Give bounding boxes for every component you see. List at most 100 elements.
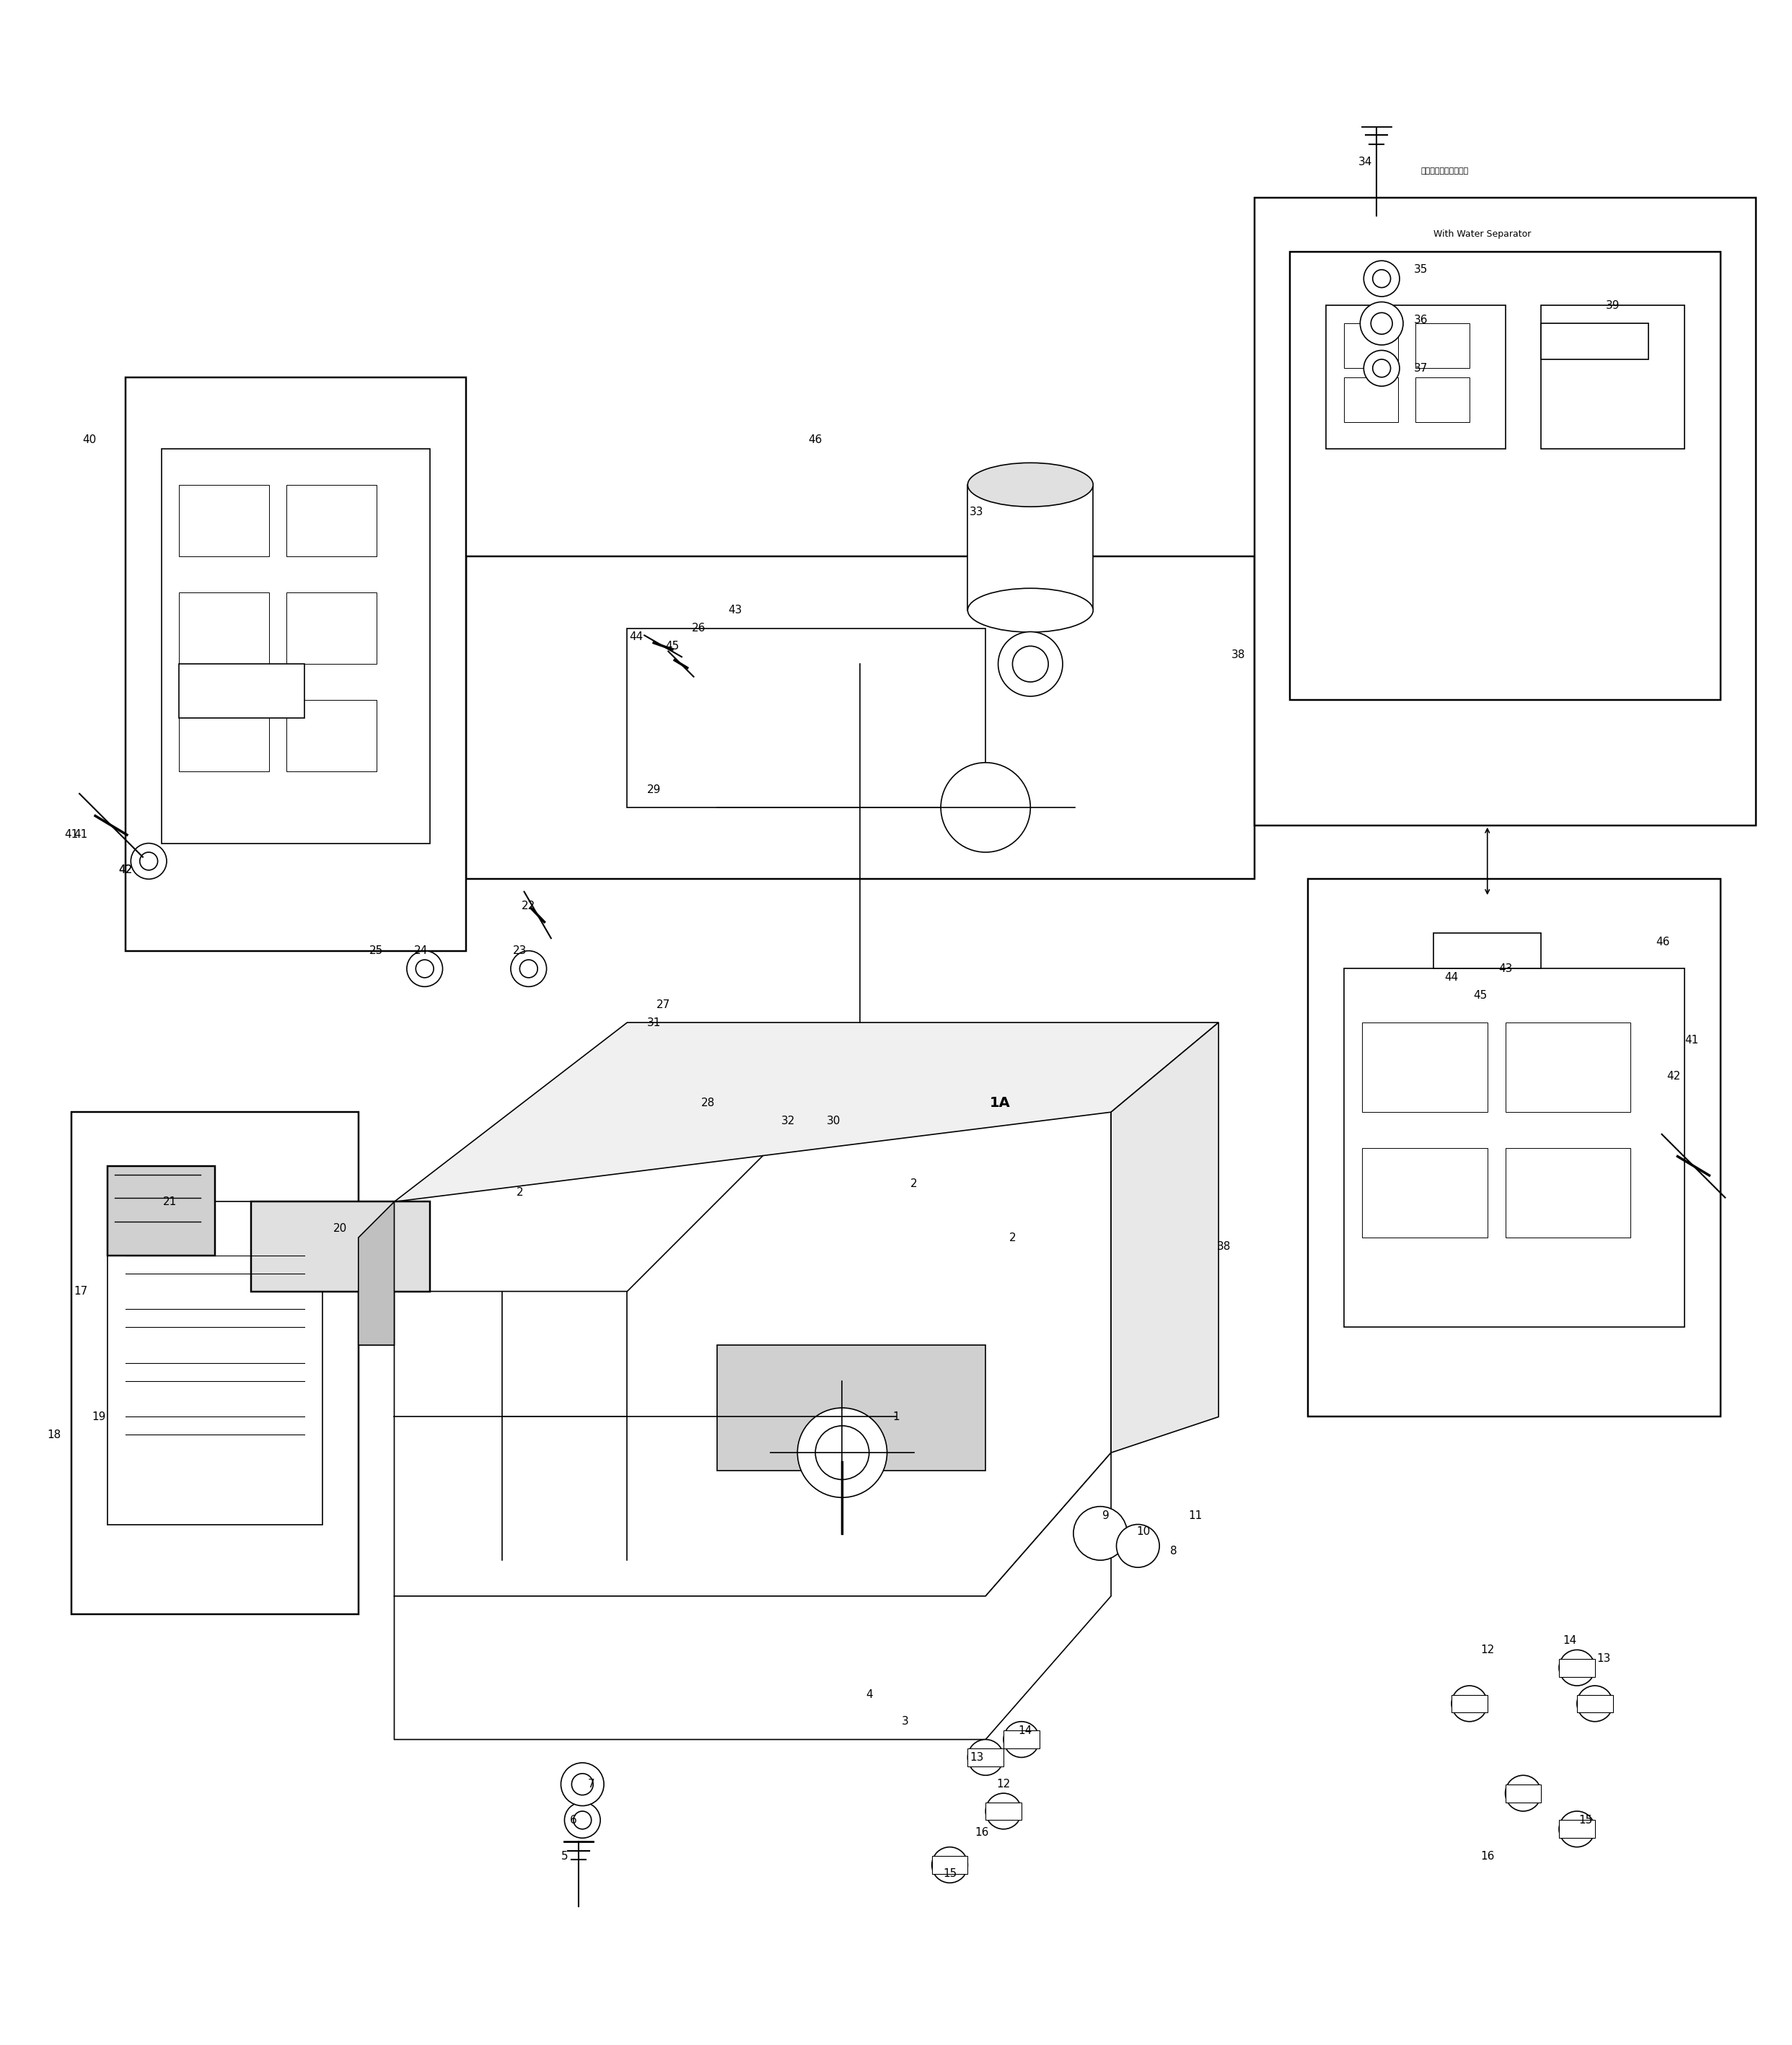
Text: 21: 21 — [163, 1196, 177, 1207]
Text: 4: 4 — [866, 1689, 873, 1699]
Polygon shape — [1308, 879, 1720, 1417]
Circle shape — [416, 959, 434, 978]
Polygon shape — [1290, 252, 1720, 699]
Bar — [1004, 1730, 1039, 1748]
Text: 12: 12 — [1480, 1644, 1495, 1654]
Text: 40: 40 — [82, 434, 97, 446]
Bar — [1505, 1022, 1631, 1112]
Text: 42: 42 — [1667, 1072, 1681, 1082]
Circle shape — [1559, 1812, 1595, 1847]
Bar — [1434, 933, 1541, 969]
Bar — [1416, 376, 1469, 421]
Bar — [1541, 305, 1684, 450]
Text: 33: 33 — [969, 507, 984, 517]
Text: 10: 10 — [1136, 1526, 1150, 1538]
Text: 13: 13 — [969, 1753, 984, 1763]
Text: 16: 16 — [1480, 1851, 1495, 1861]
Text: 44: 44 — [1444, 971, 1459, 984]
Text: 16: 16 — [975, 1828, 989, 1838]
Text: 39: 39 — [1606, 301, 1620, 311]
Bar — [1416, 323, 1469, 368]
Bar — [1254, 198, 1756, 826]
Text: 15: 15 — [1579, 1814, 1593, 1826]
Circle shape — [511, 951, 547, 986]
Circle shape — [1116, 1524, 1159, 1566]
Polygon shape — [1111, 1022, 1219, 1452]
Text: 22: 22 — [521, 900, 536, 912]
Circle shape — [572, 1773, 593, 1796]
Circle shape — [564, 1802, 600, 1838]
Circle shape — [986, 1793, 1021, 1828]
Circle shape — [131, 843, 167, 879]
Text: 31: 31 — [647, 1016, 661, 1029]
Circle shape — [815, 1425, 869, 1481]
Circle shape — [1364, 260, 1400, 297]
Circle shape — [1577, 1685, 1613, 1722]
Bar — [108, 1202, 323, 1524]
Bar — [179, 665, 305, 718]
Bar — [251, 1202, 430, 1290]
Circle shape — [1004, 1722, 1039, 1757]
Text: 42: 42 — [118, 865, 133, 875]
Text: 41: 41 — [1684, 1035, 1699, 1045]
Bar — [108, 1166, 215, 1256]
Text: 2: 2 — [910, 1178, 918, 1190]
Bar — [1344, 969, 1684, 1327]
Text: 37: 37 — [1414, 362, 1428, 374]
Text: 5: 5 — [561, 1851, 568, 1861]
Text: 14: 14 — [1563, 1636, 1577, 1646]
Text: ウォータセパレータ付: ウォータセパレータ付 — [1421, 168, 1469, 174]
Polygon shape — [394, 1112, 1111, 1595]
Text: 35: 35 — [1414, 264, 1428, 276]
Bar — [1452, 1695, 1487, 1712]
Polygon shape — [394, 1452, 1111, 1740]
Bar — [968, 1748, 1004, 1767]
Circle shape — [941, 763, 1030, 853]
Text: 14: 14 — [1018, 1726, 1032, 1736]
Text: 41: 41 — [73, 828, 88, 840]
Circle shape — [1373, 270, 1391, 288]
Text: 25: 25 — [369, 945, 383, 957]
Bar — [287, 699, 376, 771]
Bar — [1505, 1147, 1631, 1237]
Circle shape — [1371, 313, 1392, 333]
Circle shape — [1012, 646, 1048, 681]
Circle shape — [968, 1740, 1004, 1775]
Polygon shape — [466, 556, 1254, 879]
Text: 2: 2 — [1009, 1233, 1016, 1243]
Text: 32: 32 — [781, 1117, 796, 1127]
Bar — [1362, 1022, 1487, 1112]
Text: 46: 46 — [1656, 937, 1670, 947]
Text: 38: 38 — [1217, 1241, 1231, 1252]
Circle shape — [1373, 360, 1391, 376]
Circle shape — [561, 1763, 604, 1806]
Circle shape — [932, 1847, 968, 1883]
Text: 20: 20 — [333, 1223, 348, 1233]
Text: 45: 45 — [1473, 990, 1487, 1000]
Bar — [986, 1802, 1021, 1820]
Polygon shape — [125, 376, 466, 951]
Text: 3: 3 — [901, 1716, 909, 1726]
Circle shape — [1452, 1685, 1487, 1722]
Text: 13: 13 — [1597, 1654, 1611, 1665]
Text: 34: 34 — [1358, 157, 1373, 168]
Bar — [1344, 323, 1398, 368]
Text: 30: 30 — [826, 1117, 840, 1127]
Circle shape — [1559, 1650, 1595, 1685]
Bar — [1559, 1658, 1595, 1677]
Bar — [1541, 323, 1649, 360]
Bar — [1577, 1695, 1613, 1712]
Circle shape — [407, 951, 443, 986]
Polygon shape — [72, 1112, 358, 1614]
Text: 24: 24 — [414, 945, 428, 957]
Text: 8: 8 — [1170, 1546, 1177, 1556]
Text: 12: 12 — [996, 1779, 1011, 1789]
Circle shape — [140, 853, 158, 869]
Text: 19: 19 — [91, 1411, 106, 1421]
Text: 26: 26 — [692, 624, 706, 634]
Bar — [1344, 376, 1398, 421]
Bar — [1326, 305, 1505, 450]
Text: 43: 43 — [728, 605, 742, 616]
Text: 36: 36 — [1414, 315, 1428, 325]
Bar — [968, 485, 1093, 609]
